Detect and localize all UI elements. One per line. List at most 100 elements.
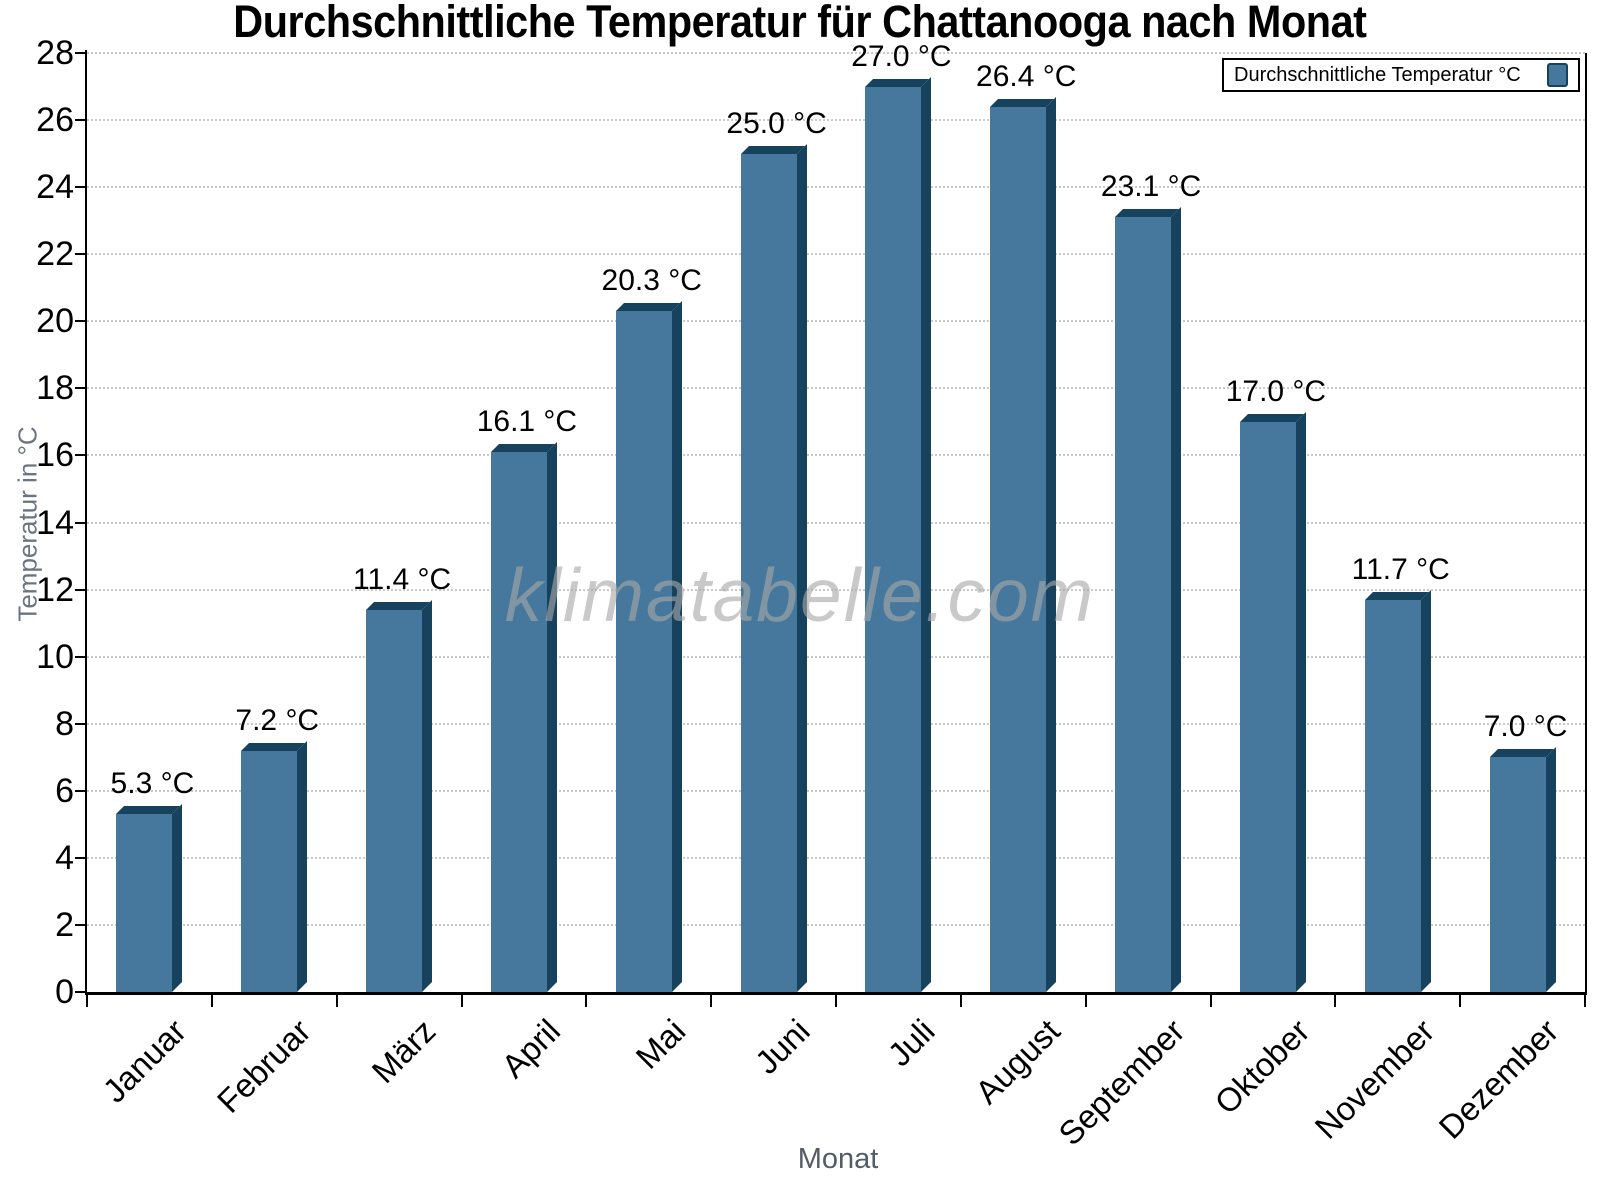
- y-tick: [75, 387, 87, 390]
- grid-line: [87, 789, 1585, 792]
- grid-line: [87, 588, 1585, 591]
- y-tick-label: 4: [55, 838, 74, 877]
- y-tick: [75, 856, 87, 859]
- y-tick-label: 12: [36, 570, 74, 609]
- month-label: Januar: [95, 1012, 193, 1110]
- grid-line: [87, 722, 1585, 725]
- grid-line: [87, 119, 1585, 122]
- bar-top: [865, 78, 930, 87]
- bar-side: [1171, 207, 1182, 992]
- bar-side: [796, 143, 807, 992]
- bar-face: [865, 86, 922, 992]
- x-tick: [835, 995, 837, 1007]
- bar: [1115, 207, 1182, 992]
- bar: [990, 96, 1057, 992]
- bar-side: [297, 740, 308, 992]
- value-label: 11.4 °C: [352, 562, 452, 596]
- x-tick: [1584, 995, 1586, 1007]
- y-tick-label: 10: [36, 637, 74, 676]
- value-label: 11.7 °C: [1351, 552, 1450, 586]
- x-axis-title: Monat: [797, 1143, 879, 1175]
- y-axis-title: Temperatur in °C: [12, 426, 43, 622]
- month-label: Mai: [628, 1012, 692, 1076]
- x-tick: [585, 995, 588, 1007]
- value-label: 26.4 °C: [976, 59, 1077, 93]
- y-tick: [75, 52, 87, 54]
- value-label: 17.0 °C: [1225, 374, 1327, 408]
- bar-side: [921, 76, 932, 992]
- bar-top: [1489, 749, 1554, 758]
- y-tick: [75, 119, 87, 122]
- bar-side: [1046, 96, 1057, 992]
- y-tick: [75, 253, 87, 256]
- bar: [1239, 411, 1306, 992]
- x-tick: [1209, 995, 1212, 1007]
- y-tick: [75, 923, 87, 926]
- bar-face: [366, 609, 423, 992]
- month-label: Juli: [880, 1012, 942, 1074]
- value-label: 5.3 °C: [110, 767, 195, 801]
- bar-top: [1115, 209, 1180, 218]
- bar-face: [1489, 757, 1546, 992]
- value-label: 7.0 °C: [1483, 710, 1568, 744]
- month-label: November: [1307, 1012, 1441, 1146]
- y-tick-label: 2: [55, 905, 74, 944]
- bar-side: [1295, 411, 1306, 992]
- bar-face: [241, 750, 298, 992]
- y-tick-label: 18: [36, 369, 74, 408]
- bar: [241, 740, 308, 992]
- y-tick: [75, 186, 87, 189]
- x-tick: [710, 995, 713, 1007]
- bar-face: [990, 106, 1047, 992]
- grid-line: [87, 454, 1585, 457]
- bar-top: [1239, 413, 1304, 422]
- plot-area: 5.3 °C 7.2 °C 11.4 °C 16.1 °C 20.3 °C 25.0 °C…: [87, 40, 1585, 992]
- x-tick: [959, 995, 962, 1007]
- y-tick-label: 26: [36, 101, 74, 140]
- legend-label: Durchschnittliche Temperatur °C: [1234, 63, 1521, 86]
- bar-face: [1239, 421, 1296, 992]
- x-tick: [86, 995, 88, 1007]
- bar: [865, 76, 932, 992]
- bar-top: [490, 444, 555, 453]
- y-tick-label: 8: [55, 704, 74, 743]
- value-label: 27.0 °C: [851, 39, 952, 73]
- grid-line: [87, 320, 1585, 323]
- y-tick-marks: [0, 52, 87, 993]
- x-tick: [1334, 995, 1337, 1007]
- bar-side: [1420, 589, 1431, 992]
- chart-title-text: Durchschnittliche Temperatur für Chattan…: [233, 0, 1367, 47]
- y-tick-labels: 0 2 4 6 8 10 12 14 16 18 20 22 24 26 28: [0, 34, 74, 1011]
- month-label: April: [494, 1012, 568, 1085]
- bar-face: [1364, 599, 1421, 992]
- y-tick-label: 16: [36, 436, 74, 475]
- legend-swatch-icon: [1547, 63, 1568, 87]
- bar: [1489, 747, 1556, 992]
- grid-line: [87, 923, 1585, 926]
- y-tick-label: 28: [36, 34, 74, 72]
- month-label: Juni: [747, 1012, 817, 1081]
- value-label: 23.1 °C: [1100, 170, 1202, 204]
- y-tick-label: 22: [36, 235, 74, 274]
- x-tick: [210, 995, 213, 1007]
- y-tick-label: 24: [36, 168, 74, 207]
- grid-line: [87, 655, 1585, 658]
- x-axis-line: [85, 992, 1587, 995]
- grid-line: [87, 186, 1585, 189]
- bar-top: [1364, 591, 1429, 600]
- y-axis-line: [85, 50, 87, 992]
- bar-face: [1115, 217, 1172, 992]
- value-label: 20.3 °C: [601, 264, 702, 298]
- value-label: 16.1 °C: [476, 405, 578, 439]
- bar-side: [1545, 747, 1556, 992]
- value-label: 25.0 °C: [726, 106, 827, 140]
- grid-line: [87, 52, 1585, 54]
- bar: [1364, 589, 1431, 992]
- bar-top: [740, 145, 805, 154]
- y-tick-label: 14: [36, 503, 74, 542]
- bar-face: [615, 311, 672, 992]
- bar-top: [615, 303, 680, 312]
- y-tick: [75, 655, 87, 658]
- y-tick: [75, 789, 87, 792]
